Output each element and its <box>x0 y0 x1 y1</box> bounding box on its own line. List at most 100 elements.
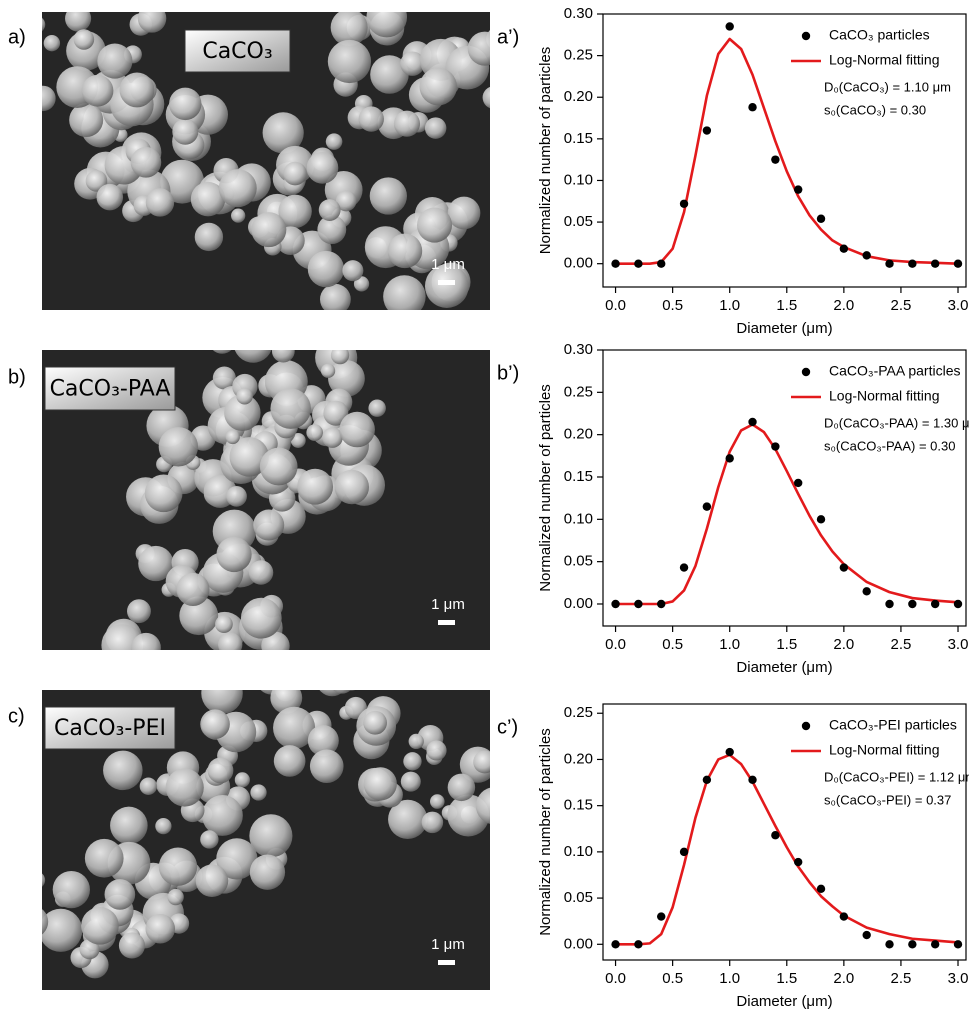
particle <box>140 778 157 795</box>
particle <box>328 40 371 83</box>
data-point <box>657 259 665 267</box>
particle <box>200 709 230 739</box>
y-tick-label: 0.10 <box>564 171 593 188</box>
particle <box>44 35 60 51</box>
particle <box>215 615 233 633</box>
particle <box>110 807 148 845</box>
data-point <box>817 885 825 893</box>
particle <box>310 749 344 783</box>
particle <box>17 122 31 136</box>
y-tick-label: 0.05 <box>564 553 593 570</box>
particle <box>309 650 335 676</box>
y-tick-label: 0.15 <box>564 468 593 485</box>
data-point <box>657 600 665 608</box>
particle <box>81 907 119 945</box>
data-point <box>908 259 916 267</box>
particle <box>169 88 201 120</box>
particle <box>145 914 175 944</box>
y-tick-label: 0.00 <box>564 935 593 952</box>
annotation: D₀(CaCO₃-PEI) = 1.12 μm <box>824 769 969 784</box>
data-point <box>794 858 802 866</box>
particle <box>331 662 353 684</box>
panel-label: a’) <box>497 26 519 48</box>
particle <box>297 469 333 505</box>
y-tick-label: 0.25 <box>564 383 593 400</box>
particle <box>167 889 183 905</box>
particle <box>320 284 351 315</box>
page: a)CaCO₃1 μmb)CaCO₃-PAA1 μmc)CaCO₃-PEI1 μ… <box>0 0 969 1019</box>
particle <box>201 673 242 714</box>
particle <box>409 734 424 749</box>
particle <box>97 184 124 211</box>
data-point <box>771 831 779 839</box>
y-tick-label: 0.15 <box>564 797 593 814</box>
legend-label: CaCO₃ particles <box>829 27 930 43</box>
y-axis-label: Normalized number of particles <box>537 384 554 592</box>
y-tick-label: 0.10 <box>564 843 593 860</box>
particle <box>196 864 229 897</box>
particle <box>383 275 426 318</box>
particle <box>131 147 162 178</box>
data-point <box>931 940 939 948</box>
fit-line <box>616 39 958 264</box>
data-point <box>954 940 962 948</box>
particle <box>97 43 132 78</box>
image-label: CaCO₃ <box>202 39 272 64</box>
legend-label: Log-Normal fitting <box>829 388 940 404</box>
particle <box>330 669 354 693</box>
data-point <box>611 940 619 948</box>
particle <box>359 106 384 131</box>
annotation: s₀(CaCO₃) = 0.30 <box>824 102 926 117</box>
particle <box>231 209 245 223</box>
particle <box>138 4 167 33</box>
panel-label: a) <box>8 26 26 48</box>
particle <box>260 448 298 486</box>
image-label: CaCO₃-PEI <box>54 716 166 741</box>
data-point <box>931 259 939 267</box>
x-tick-label: 1.0 <box>719 970 740 987</box>
scale-bar-label: 1 μm <box>431 596 465 613</box>
particle <box>65 5 91 31</box>
particle <box>159 848 197 886</box>
x-tick-label: 2.5 <box>891 970 912 987</box>
particle <box>476 787 513 824</box>
particle <box>250 855 285 890</box>
data-point <box>680 200 688 208</box>
y-tick-label: 0.05 <box>564 889 593 906</box>
panel-label: c) <box>8 705 25 727</box>
y-tick-label: 0.25 <box>564 704 593 721</box>
data-point <box>748 103 756 111</box>
data-point <box>862 931 870 939</box>
data-point <box>634 600 642 608</box>
x-tick-label: 2.5 <box>891 636 912 653</box>
data-point <box>908 940 916 948</box>
particle <box>448 774 476 802</box>
particle <box>145 474 183 512</box>
particle <box>226 430 240 444</box>
data-point <box>862 251 870 259</box>
legend-label: CaCO₃-PEI particles <box>829 717 957 733</box>
y-tick-label: 0.00 <box>564 595 593 612</box>
scale-bar <box>438 280 455 285</box>
scale-bar <box>438 620 455 625</box>
particle <box>363 711 387 735</box>
particle <box>127 599 151 623</box>
data-point <box>680 848 688 856</box>
particle <box>85 839 124 878</box>
particle <box>253 510 284 541</box>
particle <box>250 784 266 800</box>
data-point <box>931 600 939 608</box>
particle <box>319 199 341 221</box>
particle <box>103 751 143 791</box>
x-tick-label: 2.0 <box>833 970 854 987</box>
x-tick-label: 0.5 <box>662 297 683 314</box>
particle <box>394 111 420 137</box>
particle <box>321 364 335 378</box>
panel-label: c’) <box>497 716 518 738</box>
particle <box>216 537 251 572</box>
data-point <box>726 454 734 462</box>
x-tick-label: 0.5 <box>662 970 683 987</box>
x-tick-label: 1.0 <box>719 636 740 653</box>
x-axis-label: Diameter (μm) <box>736 659 832 676</box>
particle <box>333 656 368 691</box>
